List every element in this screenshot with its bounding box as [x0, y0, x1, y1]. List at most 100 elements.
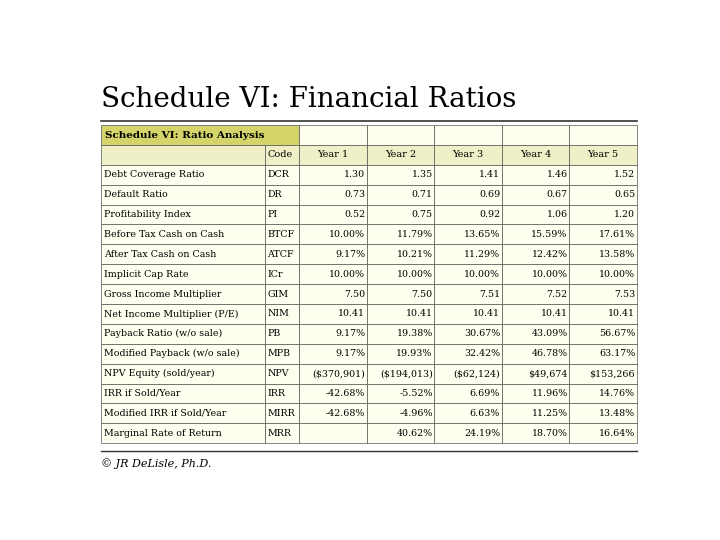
Bar — [300, 344, 367, 363]
Bar — [434, 145, 502, 165]
Bar — [264, 383, 300, 403]
Text: MRR: MRR — [267, 429, 292, 438]
Text: Year 2: Year 2 — [385, 151, 416, 159]
Bar — [300, 245, 367, 264]
Bar — [367, 403, 434, 423]
Bar — [502, 324, 570, 344]
Text: After Tax Cash on Cash: After Tax Cash on Cash — [104, 250, 216, 259]
Text: 0.65: 0.65 — [614, 190, 635, 199]
Text: 1.06: 1.06 — [546, 210, 567, 219]
Bar — [434, 125, 502, 145]
Text: Schedule VI: Ratio Analysis: Schedule VI: Ratio Analysis — [104, 131, 264, 139]
Text: 1.52: 1.52 — [614, 170, 635, 179]
Text: © JR DeLisle, Ph.D.: © JR DeLisle, Ph.D. — [101, 458, 212, 469]
Text: Modified Payback (w/o sale): Modified Payback (w/o sale) — [104, 349, 240, 358]
Bar — [367, 165, 434, 185]
Bar — [434, 245, 502, 264]
Bar — [300, 423, 367, 443]
Text: PI: PI — [267, 210, 277, 219]
Text: Year 1: Year 1 — [318, 151, 348, 159]
Bar — [434, 185, 502, 205]
Bar — [570, 225, 636, 245]
Bar — [367, 344, 434, 363]
Bar — [570, 185, 636, 205]
Bar — [570, 423, 636, 443]
Bar — [367, 324, 434, 344]
Text: NIM: NIM — [267, 309, 289, 319]
Bar — [101, 205, 264, 225]
Bar — [101, 264, 264, 284]
Bar — [502, 245, 570, 264]
Text: NPV: NPV — [267, 369, 289, 378]
Text: 10.21%: 10.21% — [397, 250, 433, 259]
Bar — [434, 344, 502, 363]
Bar — [101, 185, 264, 205]
Text: 14.76%: 14.76% — [599, 389, 635, 398]
Bar — [101, 383, 264, 403]
Text: Gross Income Multiplier: Gross Income Multiplier — [104, 289, 221, 299]
Bar — [300, 324, 367, 344]
Text: 1.41: 1.41 — [480, 170, 500, 179]
Bar — [264, 205, 300, 225]
Bar — [434, 324, 502, 344]
Text: 10.00%: 10.00% — [464, 269, 500, 279]
Bar — [264, 304, 300, 324]
Bar — [570, 264, 636, 284]
Text: IRR if Sold/Year: IRR if Sold/Year — [104, 389, 180, 398]
Text: BTCF: BTCF — [267, 230, 294, 239]
Bar — [367, 205, 434, 225]
Bar — [434, 363, 502, 383]
Bar — [570, 304, 636, 324]
Text: MPB: MPB — [267, 349, 290, 358]
Text: 11.79%: 11.79% — [397, 230, 433, 239]
Text: -5.52%: -5.52% — [399, 389, 433, 398]
Text: 10.41: 10.41 — [338, 309, 365, 319]
Text: 0.73: 0.73 — [344, 190, 365, 199]
Text: 10.41: 10.41 — [405, 309, 433, 319]
Text: Modified IRR if Sold/Year: Modified IRR if Sold/Year — [104, 409, 226, 418]
Text: 19.38%: 19.38% — [397, 329, 433, 339]
Bar — [101, 363, 264, 383]
Text: 18.70%: 18.70% — [531, 429, 567, 438]
Bar — [434, 284, 502, 304]
Bar — [264, 403, 300, 423]
Text: 30.67%: 30.67% — [464, 329, 500, 339]
Bar — [300, 225, 367, 245]
Bar — [101, 125, 300, 145]
Text: 10.00%: 10.00% — [397, 269, 433, 279]
Bar — [264, 185, 300, 205]
Bar — [502, 205, 570, 225]
Text: 0.69: 0.69 — [479, 190, 500, 199]
Bar — [367, 304, 434, 324]
Text: 6.69%: 6.69% — [469, 389, 500, 398]
Text: 13.65%: 13.65% — [464, 230, 500, 239]
Text: 0.92: 0.92 — [479, 210, 500, 219]
Bar — [101, 145, 264, 165]
Text: 19.93%: 19.93% — [396, 349, 433, 358]
Bar — [502, 145, 570, 165]
Bar — [300, 185, 367, 205]
Bar — [434, 403, 502, 423]
Text: 7.50: 7.50 — [412, 289, 433, 299]
Bar — [434, 225, 502, 245]
Text: Net Income Multiplier (P/E): Net Income Multiplier (P/E) — [104, 309, 238, 319]
Bar — [300, 284, 367, 304]
Bar — [502, 403, 570, 423]
Text: Year 3: Year 3 — [452, 151, 484, 159]
Text: 0.52: 0.52 — [344, 210, 365, 219]
Bar — [367, 383, 434, 403]
Text: 13.48%: 13.48% — [599, 409, 635, 418]
Bar — [300, 304, 367, 324]
Text: 1.35: 1.35 — [411, 170, 433, 179]
Bar — [264, 245, 300, 264]
Text: 6.63%: 6.63% — [469, 409, 500, 418]
Text: 12.42%: 12.42% — [531, 250, 567, 259]
Bar — [101, 245, 264, 264]
Text: 10.41: 10.41 — [541, 309, 567, 319]
Bar — [264, 423, 300, 443]
Bar — [300, 205, 367, 225]
Text: 10.00%: 10.00% — [531, 269, 567, 279]
Text: 40.62%: 40.62% — [397, 429, 433, 438]
Bar — [101, 225, 264, 245]
Text: 1.46: 1.46 — [546, 170, 567, 179]
